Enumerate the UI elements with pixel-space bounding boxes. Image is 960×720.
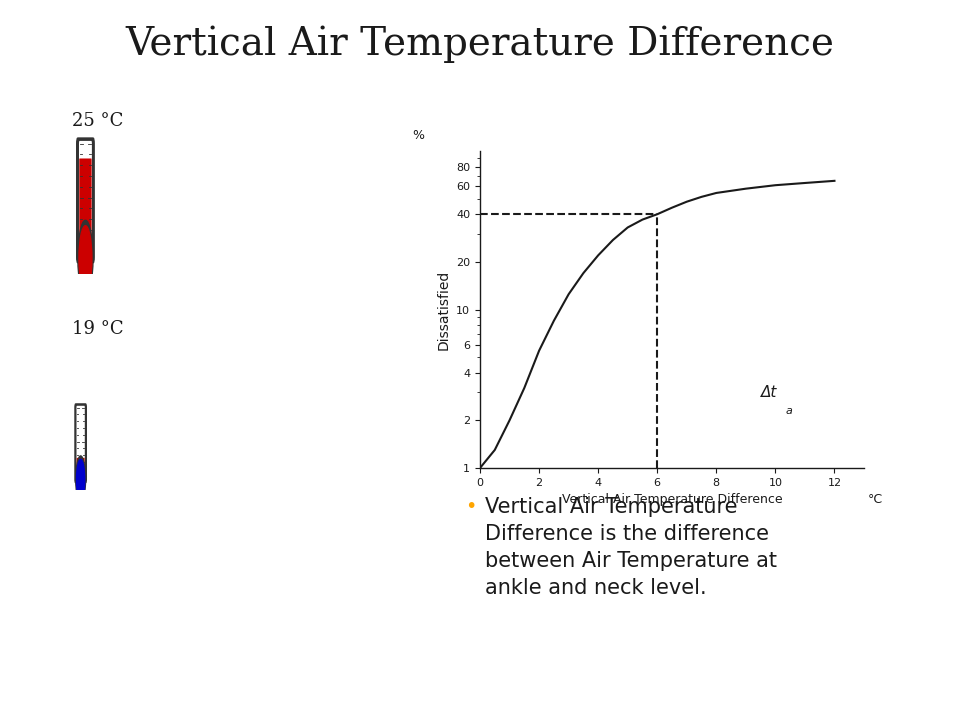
Y-axis label: Dissatisfied: Dissatisfied	[437, 269, 450, 350]
Text: Vertical Air Temperature Difference: Vertical Air Temperature Difference	[126, 25, 834, 63]
FancyBboxPatch shape	[79, 141, 92, 254]
FancyBboxPatch shape	[77, 138, 94, 263]
Circle shape	[77, 459, 84, 501]
Circle shape	[79, 226, 92, 292]
Text: Δt: Δt	[760, 385, 777, 400]
Circle shape	[76, 456, 85, 504]
FancyBboxPatch shape	[77, 406, 84, 477]
Text: •: •	[466, 497, 477, 516]
X-axis label: Vertical Air Temperature Difference: Vertical Air Temperature Difference	[562, 493, 782, 506]
Text: %: %	[413, 129, 424, 142]
FancyBboxPatch shape	[75, 404, 86, 482]
Text: 19 °C: 19 °C	[72, 320, 124, 338]
Text: 25 °C: 25 °C	[72, 112, 124, 130]
Circle shape	[78, 220, 93, 297]
Text: a: a	[785, 406, 793, 415]
FancyBboxPatch shape	[80, 158, 91, 253]
Text: Vertical Air Temperature
Difference is the difference
between Air Temperature at: Vertical Air Temperature Difference is t…	[485, 497, 777, 598]
FancyBboxPatch shape	[77, 458, 84, 477]
Text: °C: °C	[868, 493, 883, 506]
